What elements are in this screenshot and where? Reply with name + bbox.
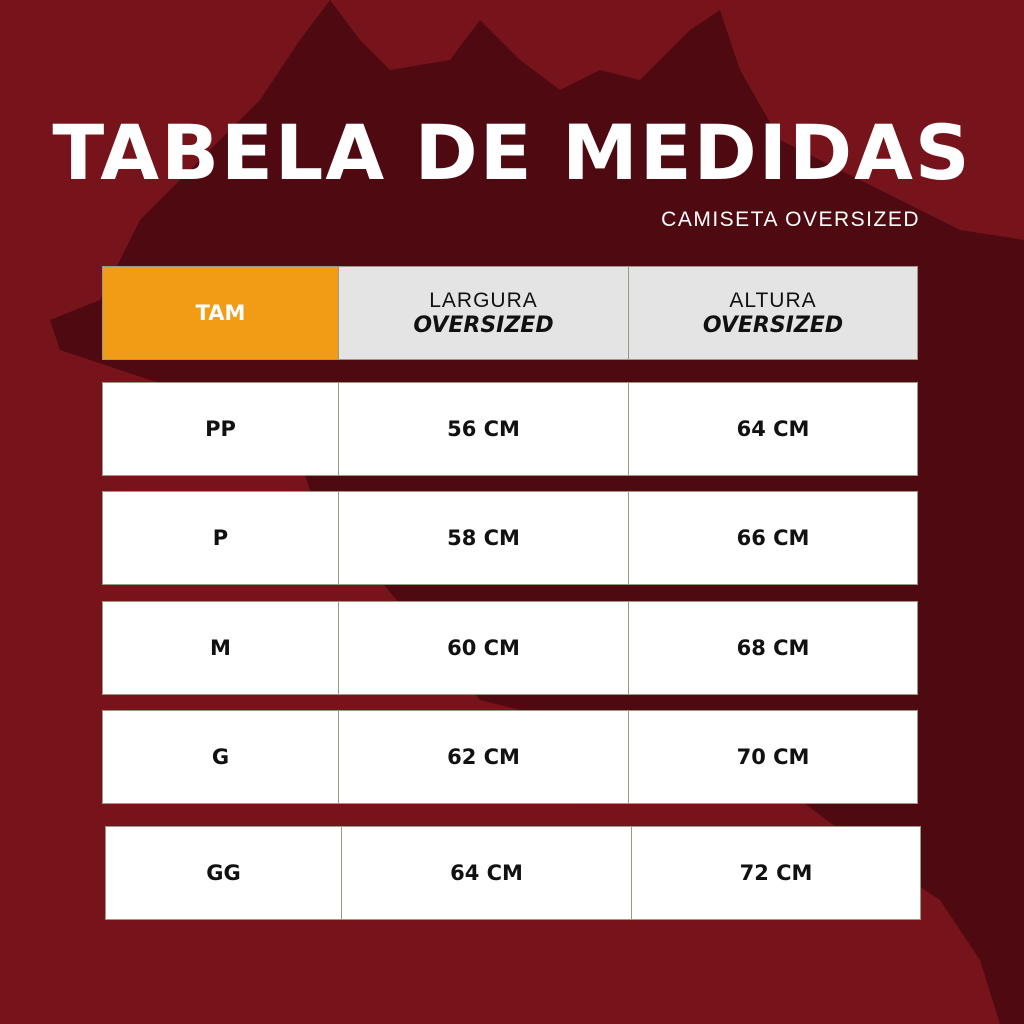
table-row: M 60 CM 68 CM <box>102 601 918 695</box>
height-cell: 66 CM <box>736 526 810 550</box>
size-cell: P <box>103 492 339 584</box>
header-height-label: ALTURA <box>729 288 817 312</box>
page-subtitle: CAMISETA OVERSIZED <box>661 208 920 231</box>
table-row: G 62 CM 70 CM <box>102 710 918 804</box>
table-row: P 58 CM 66 CM <box>102 491 918 585</box>
width-cell: 62 CM <box>339 711 629 803</box>
size-cell: PP <box>103 383 339 475</box>
size-cell: M <box>103 602 339 694</box>
height-cell: 68 CM <box>736 636 810 660</box>
size-cell: GG <box>106 827 342 919</box>
height-cell: 70 CM <box>736 745 810 769</box>
width-cell: 58 CM <box>339 492 629 584</box>
header-size: TAM <box>103 267 339 359</box>
table-header: TAM LARGURA OVERSIZED ALTURA OVERSIZED <box>102 266 918 360</box>
width-cell: 56 CM <box>339 383 629 475</box>
width-cell: 64 CM <box>342 827 632 919</box>
table-row: GG 64 CM 72 CM <box>105 826 921 920</box>
size-cell: G <box>103 711 339 803</box>
height-cell: 72 CM <box>739 861 813 885</box>
header-width-sublabel: OVERSIZED <box>413 312 554 338</box>
header-height-sublabel: OVERSIZED <box>702 312 844 338</box>
page-title: TABELA DE MEDIDAS <box>52 108 972 197</box>
header-width-label: LARGURA <box>429 288 538 312</box>
table-row: PP 56 CM 64 CM <box>102 382 918 476</box>
header-height: ALTURA OVERSIZED <box>629 267 917 359</box>
height-cell: 64 CM <box>736 417 810 441</box>
width-cell: 60 CM <box>339 602 629 694</box>
header-width: LARGURA OVERSIZED <box>339 267 629 359</box>
